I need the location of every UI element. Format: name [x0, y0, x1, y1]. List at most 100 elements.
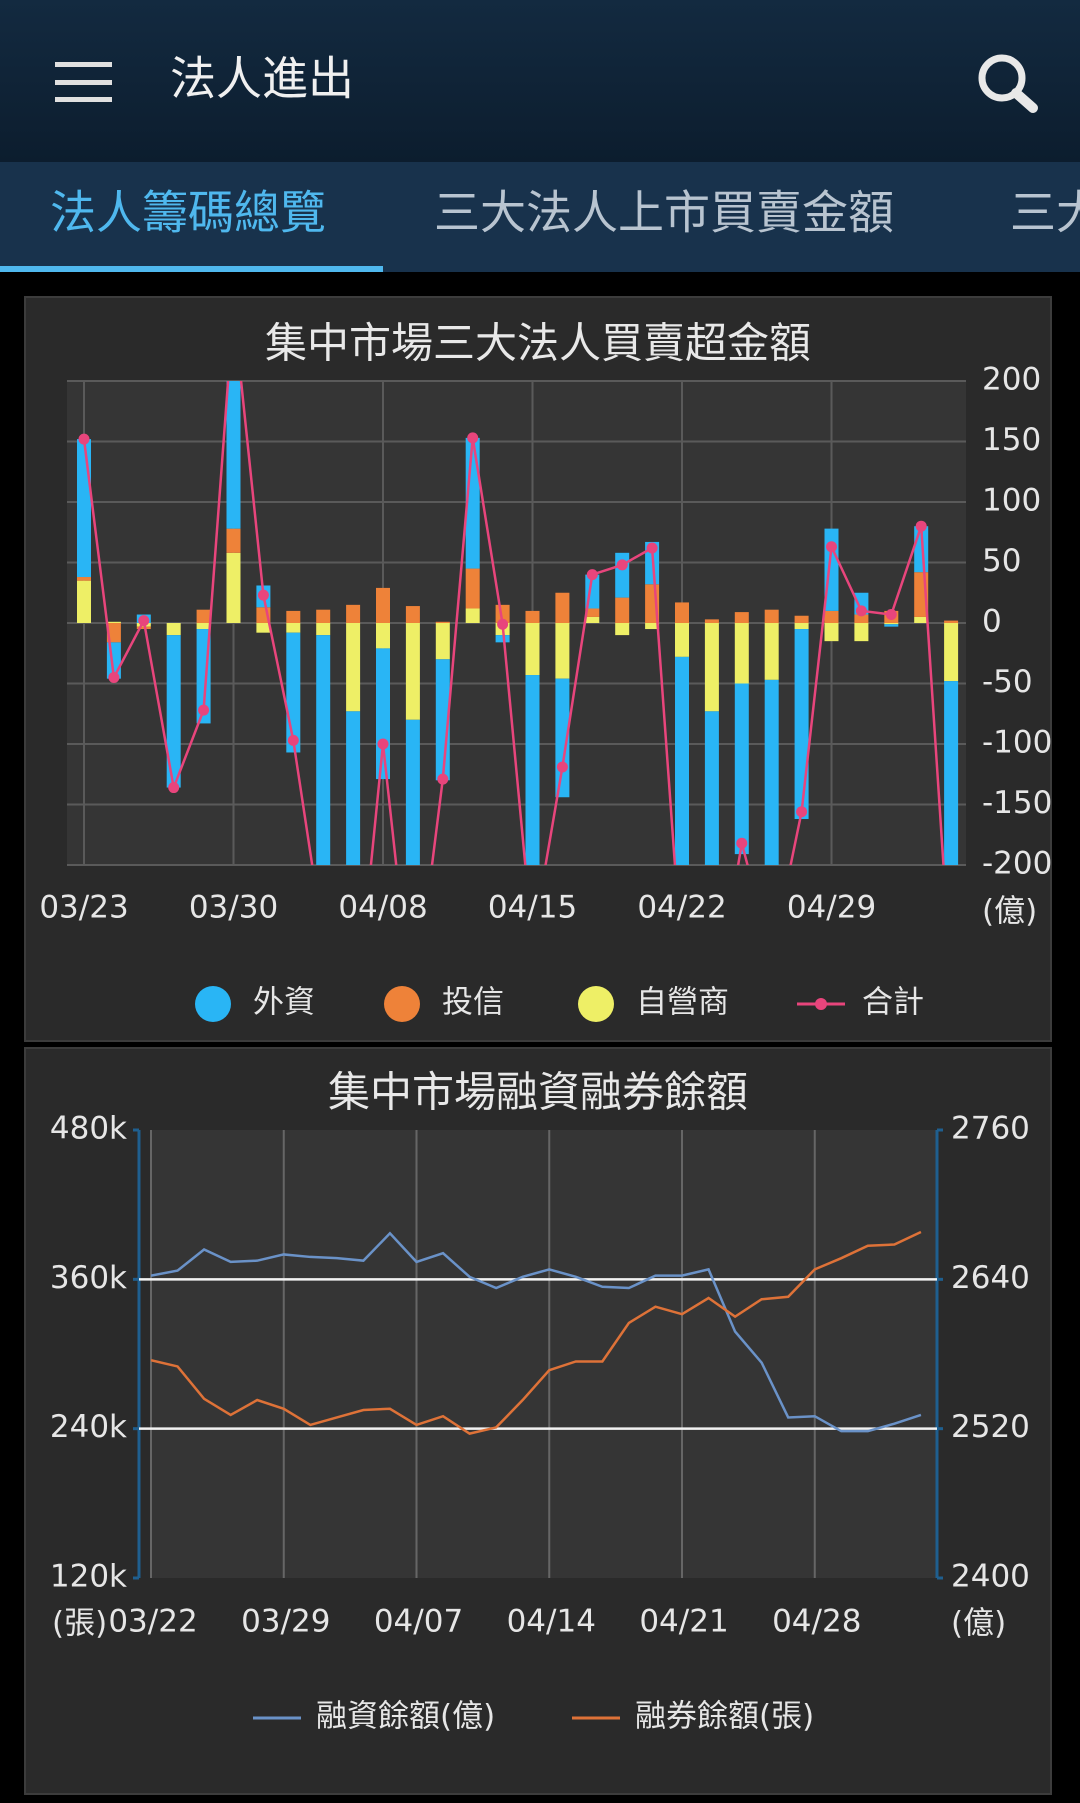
bar-segment — [854, 614, 869, 623]
tab-bar — [0, 162, 1080, 272]
bar-segment — [794, 629, 809, 820]
bar-segment — [435, 621, 450, 623]
bar-segment — [166, 635, 181, 788]
bar-segment — [704, 619, 719, 623]
y-tick-label: 50 — [982, 543, 1021, 579]
total-point — [826, 541, 837, 553]
y-tick-label: 0 — [982, 604, 1002, 640]
plot-content — [151, 1230, 922, 1435]
y2-tick-label: 2400 — [951, 1559, 1030, 1595]
x-tick-label: 03/30 — [189, 890, 278, 926]
tab[interactable]: 三大 — [1010, 186, 1080, 240]
y-tick-label: 240k — [50, 1409, 127, 1445]
bar-segment — [376, 587, 390, 623]
bar-segment — [256, 623, 271, 633]
y2-axis-unit: (億) — [951, 1606, 1006, 1642]
legend-label: 合計 — [862, 985, 924, 1021]
bar-segment — [495, 635, 510, 643]
bar-segment — [286, 623, 301, 633]
bar-segment — [405, 623, 420, 720]
bar-segment — [734, 623, 749, 684]
bar-segment — [764, 609, 779, 623]
bar-segment — [704, 711, 719, 865]
legend-label: 投信 — [442, 985, 504, 1021]
x-tick-label: 04/28 — [772, 1604, 861, 1640]
bar-segment — [944, 623, 959, 682]
search-button[interactable] — [978, 54, 1038, 113]
legend-label: 融券餘額(張) — [635, 1699, 814, 1735]
total-point — [257, 589, 269, 601]
menu-line — [55, 62, 112, 67]
menu-line — [55, 80, 112, 85]
total-point — [168, 782, 180, 794]
app-bar — [0, 0, 1080, 162]
total-point — [287, 734, 299, 746]
tab[interactable]: 三大法人上市買賣金額 — [434, 186, 894, 240]
legend-swatch — [384, 986, 420, 1022]
total-point — [467, 432, 479, 444]
bar-segment — [376, 648, 390, 780]
x-tick-label: 04/22 — [637, 890, 726, 926]
bar-segment — [316, 635, 331, 865]
bar-segment — [704, 623, 719, 712]
bar-segment — [944, 620, 959, 623]
tab-active[interactable]: 法人籌碼總覽 — [50, 186, 326, 240]
total-point — [198, 704, 210, 716]
menu-button[interactable] — [55, 62, 112, 102]
bar-segment — [316, 623, 331, 636]
plot-area — [151, 1130, 937, 1578]
x-tick-label: 04/29 — [787, 890, 876, 926]
series-line — [151, 1231, 922, 1433]
total-point — [736, 837, 748, 849]
total-point — [646, 542, 658, 554]
total-point — [138, 615, 150, 627]
bar-segment — [615, 597, 630, 623]
bar-segment — [465, 568, 480, 609]
bar-segment — [824, 623, 839, 642]
bar-segment — [585, 616, 600, 623]
y-tick-label: -150 — [982, 785, 1052, 821]
y2-tick-label: 2640 — [951, 1260, 1030, 1296]
y-tick-label: 480k — [50, 1111, 127, 1147]
bar-segment — [226, 528, 241, 553]
bar-segment — [585, 608, 600, 617]
total-point — [556, 761, 568, 773]
bar-segment — [734, 683, 749, 855]
total-line — [82, 381, 945, 865]
y-tick-label: 200 — [982, 362, 1041, 398]
bar-segment — [854, 623, 869, 642]
legend-label: 自營商 — [636, 985, 729, 1021]
x-tick-label: 03/23 — [39, 890, 128, 926]
y-tick-label: 100 — [982, 483, 1041, 519]
legend-label: 外資 — [253, 985, 315, 1021]
bar-segment — [405, 719, 420, 865]
bar-segment — [675, 602, 689, 623]
search-lens — [978, 54, 1026, 102]
y-tick-label: 360k — [50, 1260, 127, 1296]
y-axis-unit: (張) — [52, 1606, 107, 1642]
y2-tick-label: 2760 — [951, 1111, 1030, 1147]
x-tick-label: 04/21 — [639, 1604, 728, 1640]
bar-segment — [106, 623, 121, 643]
series-line — [151, 1230, 922, 1435]
bar-segment — [405, 606, 420, 623]
bar-segment — [346, 604, 361, 623]
x-tick-label: 04/07 — [374, 1604, 463, 1640]
bar-segment — [914, 616, 929, 623]
bar-segment — [764, 623, 779, 680]
bar-segment — [435, 623, 450, 660]
bar-segment — [884, 623, 899, 625]
legend-swatch — [578, 986, 614, 1022]
bar-segment — [196, 609, 211, 623]
bar-segment — [615, 623, 630, 636]
bar-segment — [764, 679, 779, 865]
bar-segment — [465, 608, 480, 623]
y-tick-label: -100 — [982, 725, 1052, 761]
bar-segment — [824, 610, 839, 623]
bar-segment — [77, 577, 91, 581]
total-point — [616, 559, 628, 571]
chart-title: 集中市場融資融券餘額 — [328, 1068, 748, 1117]
bar-segment — [346, 711, 361, 865]
bar-segment — [555, 592, 570, 623]
